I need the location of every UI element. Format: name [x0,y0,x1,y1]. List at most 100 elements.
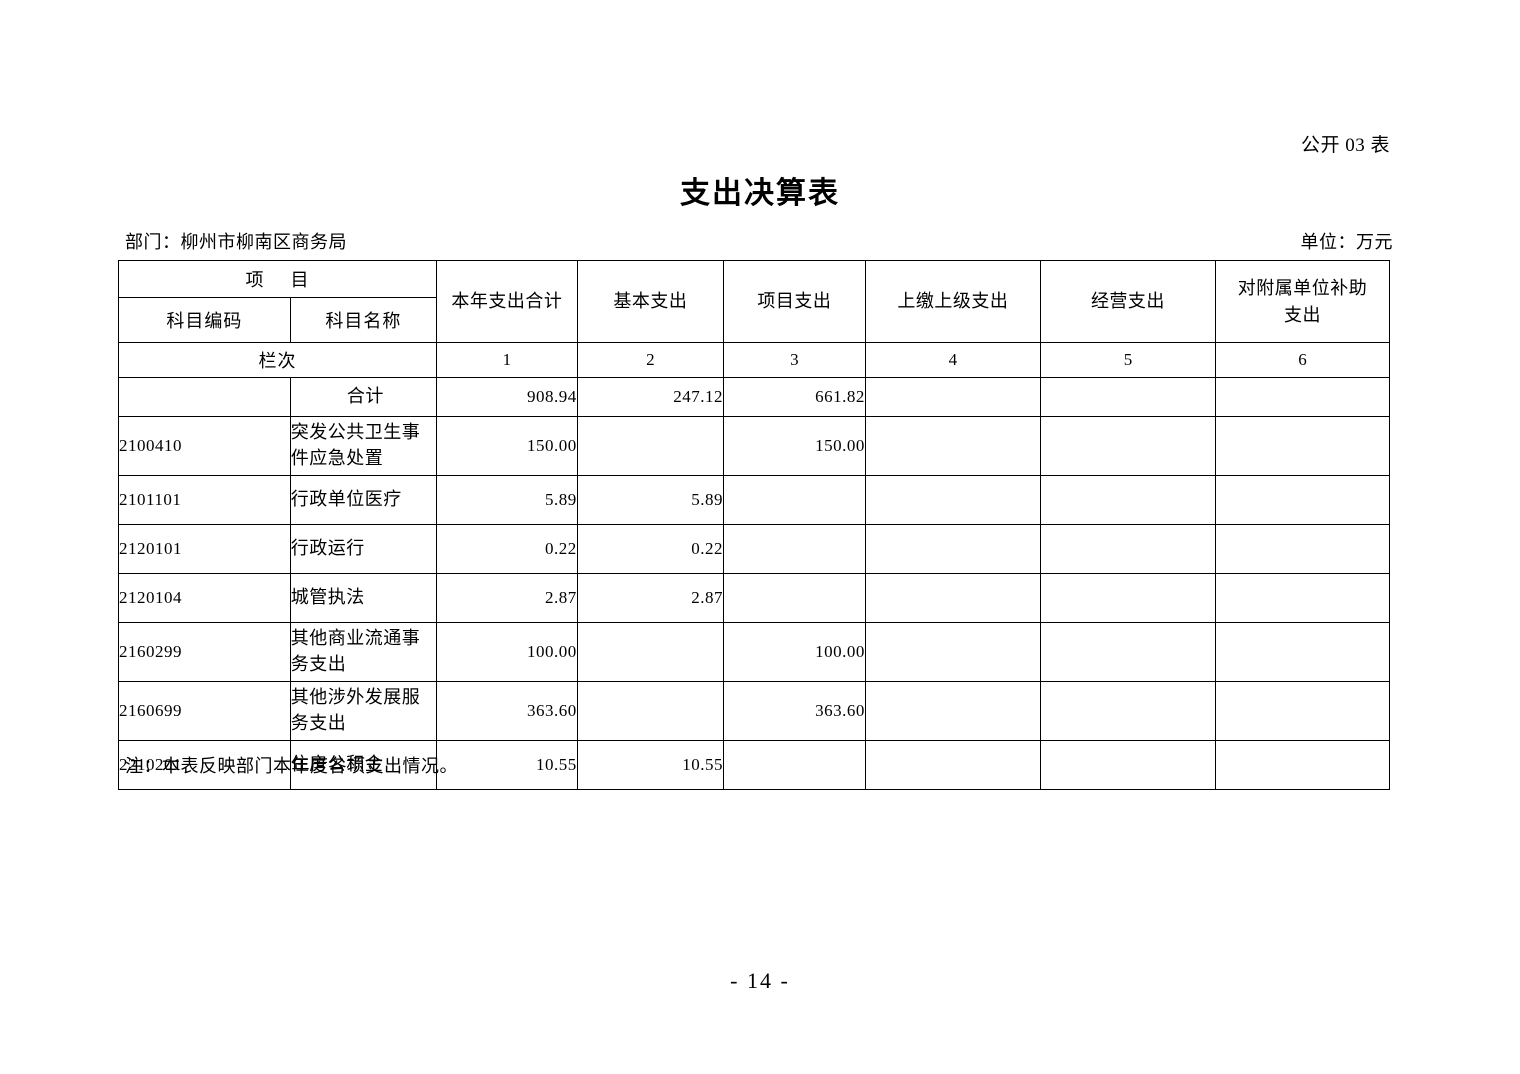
meta-row: 部门：柳州市柳南区商务局 单位：万元 [125,228,1395,254]
row-subsidy [1214,416,1391,476]
row-code: 2100410 [118,416,291,476]
row-subsidy [1214,475,1391,525]
row-name: 行政运行 [289,524,438,574]
row-name: 突发公共卫生事件应急处置 [289,416,438,476]
header-subject-name: 科目名称 [289,297,438,343]
row-basic [576,622,725,682]
row-upper [864,524,1041,574]
header-subject-code: 科目编码 [118,297,291,343]
total-row-code [118,377,291,417]
header-col-operating: 经营支出 [1039,260,1216,343]
header-item-char2: 目 [290,270,310,290]
header-col-subsidy-line2: 支出 [1283,304,1321,325]
table-row: 2101101 行政单位医疗 5.89 5.89 [118,475,1391,525]
header-col-total: 本年支出合计 [436,260,578,343]
row-name: 其他涉外发展服务支出 [289,681,438,741]
total-row-operating [1039,377,1216,417]
table-row: 2120104 城管执法 2.87 2.87 [118,573,1391,623]
row-code: 2120101 [118,524,291,574]
table-row: 2100410 突发公共卫生事件应急处置 150.00 150.00 [118,416,1391,476]
header-item-group: 项目 [117,260,438,298]
total-row-upper [864,377,1041,417]
header-col-subsidy: 对附属单位补助 支出 [1214,260,1391,343]
row-operating [1039,622,1216,682]
row-basic [576,416,725,476]
row-code: 2160699 [118,681,291,741]
row-operating [1039,475,1216,525]
header-col-subsidy-line1: 对附属单位补助 [1237,278,1368,299]
row-subsidy [1214,681,1391,741]
index-number-4: 4 [864,342,1041,378]
table-body: 合计 908.94 247.12 661.82 2100410 突发公共卫生事件… [118,377,1391,790]
index-number-1: 1 [436,342,578,378]
row-project [723,573,866,623]
row-name: 城管执法 [289,573,438,623]
index-label: 栏次 [117,342,438,378]
row-code: 2160299 [118,622,291,682]
row-upper [864,740,1041,790]
row-total: 0.22 [436,524,578,574]
index-number-5: 5 [1039,342,1216,378]
total-row-subsidy [1214,377,1391,417]
department-label: 部门：柳州市柳南区商务局 [125,232,347,252]
row-upper [864,622,1041,682]
header-row-2: 科目编码 科目名称 [118,297,1390,343]
row-basic: 0.22 [576,524,725,574]
row-total: 150.00 [436,416,578,476]
row-upper [864,681,1041,741]
row-project: 150.00 [723,416,866,476]
form-number: 公开 03 表 [1300,135,1390,156]
total-row-name: 合计 [289,377,438,417]
column-index-row: 栏次 1 2 3 4 5 6 [117,342,1391,378]
row-basic: 2.87 [576,573,725,623]
row-project: 100.00 [723,622,866,682]
table-header: 项目 本年支出合计 基本支出 项目支出 上缴上级支出 经营支出 对附属单位补助支… [117,260,1391,378]
row-name: 行政单位医疗 [289,475,438,525]
row-code: 2101101 [118,475,291,525]
row-upper [864,416,1041,476]
header-item-char1: 项 [245,270,265,290]
row-operating [1039,681,1216,741]
total-row-basic: 247.12 [576,377,725,417]
unit-label: 单位：万元 [1300,232,1393,252]
total-row-total: 908.94 [436,377,578,417]
table-row: 2120101 行政运行 0.22 0.22 [118,524,1391,574]
row-project [723,524,866,574]
index-number-2: 2 [576,342,725,378]
row-upper [864,475,1041,525]
index-number-6: 6 [1214,342,1391,378]
row-total: 363.60 [436,681,578,741]
header-row-1: 项目 本年支出合计 基本支出 项目支出 上缴上级支出 经营支出 对附属单位补助支… [117,260,1391,343]
page-title: 支出决算表 [680,177,840,210]
row-operating [1039,524,1216,574]
row-subsidy [1214,622,1391,682]
header-col-project: 项目支出 [723,260,866,343]
row-project [723,475,866,525]
row-operating [1039,416,1216,476]
index-number-3: 3 [723,342,866,378]
row-project [723,740,866,790]
row-subsidy [1214,573,1391,623]
row-total: 2.87 [436,573,578,623]
row-total: 5.89 [436,475,578,525]
page-number: - 14 - [730,968,790,993]
table-row: 2160699 其他涉外发展服务支出 363.60 363.60 [118,681,1391,741]
row-operating [1039,573,1216,623]
table-row: 2160299 其他商业流通事务支出 100.00 100.00 [118,622,1391,682]
row-basic: 5.89 [576,475,725,525]
expenditure-table: 项目 本年支出合计 基本支出 项目支出 上缴上级支出 经营支出 对附属单位补助支… [117,260,1391,790]
row-basic [576,681,725,741]
table-row-total: 合计 908.94 247.12 661.82 [118,377,1391,417]
table-note: 注：本表反映部门本年度各项支出情况。 [125,756,458,776]
header-col-basic: 基本支出 [576,260,725,343]
row-basic: 10.55 [576,740,725,790]
row-subsidy [1214,524,1391,574]
row-name: 其他商业流通事务支出 [289,622,438,682]
row-project: 363.60 [723,681,866,741]
header-col-upper: 上缴上级支出 [864,260,1041,343]
row-name: 住房公积金 [289,740,438,790]
table-row: 2210201 住房公积金 10.55 10.55 [118,740,1391,790]
row-upper [864,573,1041,623]
row-subsidy [1214,740,1391,790]
